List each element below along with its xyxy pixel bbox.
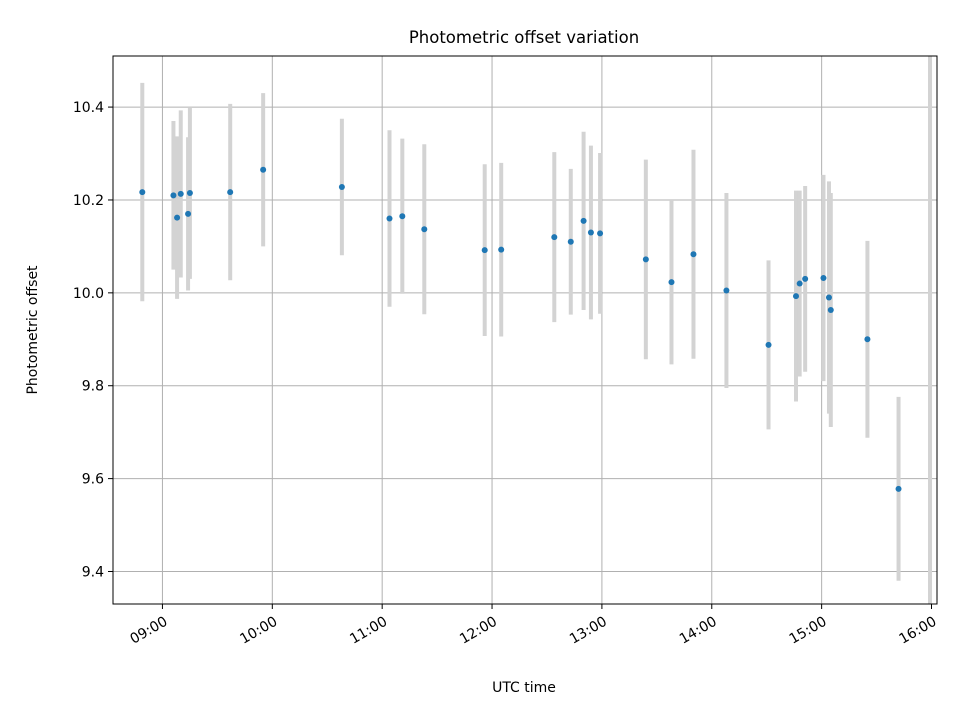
y-tick-label: 10.4 bbox=[73, 100, 104, 116]
data-point bbox=[551, 234, 558, 241]
data-point bbox=[185, 210, 192, 217]
data-point bbox=[338, 183, 345, 190]
data-point bbox=[820, 274, 827, 281]
data-point bbox=[386, 215, 393, 222]
data-point bbox=[723, 287, 730, 294]
data-point bbox=[765, 341, 772, 348]
data-point bbox=[668, 279, 675, 286]
data-point bbox=[895, 485, 902, 492]
data-point bbox=[481, 247, 488, 254]
data-point bbox=[690, 251, 697, 258]
y-tick-label: 10.0 bbox=[73, 286, 104, 302]
y-axis-ticks: 9.4 9.6 9.8 10.0 10.2 10.4 bbox=[73, 100, 113, 580]
data-point bbox=[864, 336, 871, 343]
data-point bbox=[399, 213, 406, 220]
data-point bbox=[827, 307, 834, 314]
data-point bbox=[802, 275, 809, 282]
y-tick-label: 9.6 bbox=[82, 472, 104, 488]
data-point bbox=[186, 190, 193, 196]
data-points bbox=[139, 166, 902, 492]
data-point bbox=[260, 166, 267, 173]
data-point bbox=[139, 189, 146, 196]
data-point bbox=[421, 226, 428, 233]
data-point bbox=[796, 280, 803, 287]
data-point bbox=[642, 256, 649, 263]
data-point bbox=[793, 293, 800, 300]
y-tick-label: 9.4 bbox=[82, 564, 104, 580]
data-point bbox=[567, 238, 574, 245]
data-point bbox=[587, 229, 594, 236]
data-point bbox=[170, 192, 177, 199]
data-point bbox=[177, 190, 184, 197]
data-point bbox=[498, 246, 505, 253]
y-tick-label: 10.2 bbox=[73, 193, 104, 209]
data-point bbox=[825, 294, 832, 301]
plot-frame bbox=[112, 55, 938, 605]
data-point bbox=[597, 230, 604, 237]
x-axis-label: UTC time bbox=[492, 680, 556, 696]
data-point bbox=[580, 217, 587, 224]
chart-title: Photometric offset variation bbox=[409, 28, 639, 47]
y-axis-label: Photometric offset bbox=[25, 265, 41, 395]
data-point bbox=[174, 214, 181, 221]
data-point bbox=[227, 189, 234, 196]
y-tick-label: 9.8 bbox=[82, 379, 104, 395]
